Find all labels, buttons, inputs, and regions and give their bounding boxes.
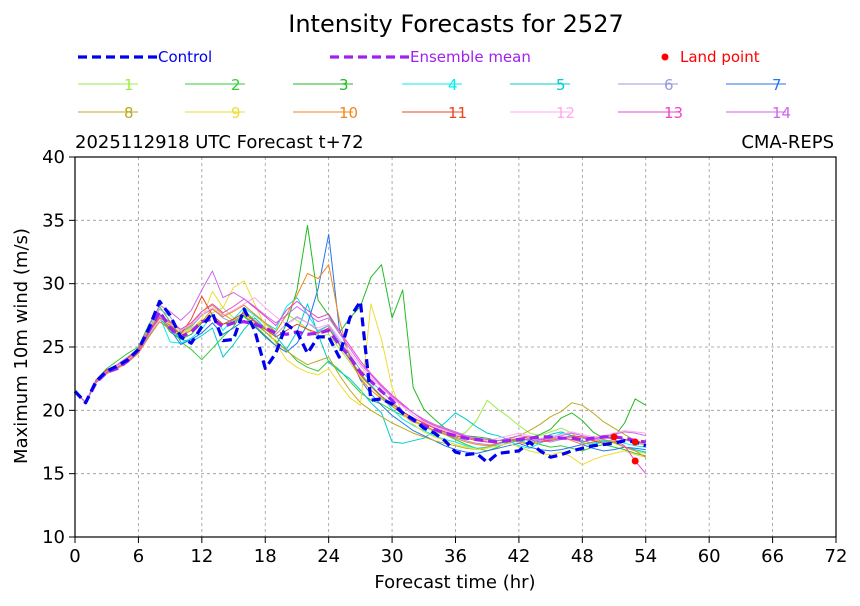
x-tick-label: 12 (190, 546, 213, 567)
legend-member-label-6: 6 (664, 76, 674, 94)
legend-member-label-12: 12 (556, 104, 575, 122)
y-tick-label: 40 (42, 147, 65, 168)
ensemble-mean-line (73, 309, 646, 444)
legend-land-label: Land point (680, 48, 760, 66)
y-tick-label: 20 (42, 400, 65, 421)
y-tick-label: 30 (42, 274, 65, 295)
forecast-info-label: 2025112918 UTC Forecast t+72 (75, 132, 364, 153)
x-tick-label: 30 (381, 546, 404, 567)
legend-member-label-13: 13 (664, 104, 683, 122)
land-point-marker (631, 438, 639, 446)
x-tick-label: 18 (254, 546, 277, 567)
legend-land-marker (661, 53, 669, 61)
legend-member-label-9: 9 (231, 104, 241, 122)
y-tick-label: 15 (42, 464, 65, 485)
grid (75, 157, 836, 537)
axes: 0 6 12 18 24 30 36 42 48 54 60 66 72 10 15 20 25 30 35 40 (42, 147, 847, 567)
legend-control-label: Control (158, 48, 212, 66)
x-tick-label: 54 (634, 546, 657, 567)
legend-member-label-10: 10 (339, 104, 358, 122)
x-tick-label: 42 (507, 546, 530, 567)
y-tick-label: 35 (42, 210, 65, 231)
x-tick-label: 72 (825, 546, 848, 567)
legend-member-label-2: 2 (231, 76, 241, 94)
x-tick-label: 66 (761, 546, 784, 567)
x-tick-label: 60 (698, 546, 721, 567)
y-tick-label: 10 (42, 527, 65, 548)
legend-member-label-5: 5 (556, 76, 566, 94)
x-tick-label: 48 (571, 546, 594, 567)
x-tick-label: 6 (133, 546, 144, 567)
land-point-marker (610, 433, 618, 441)
legend-member-label-14: 14 (772, 104, 791, 122)
chart-title: Intensity Forecasts for 2527 (288, 10, 623, 38)
y-axis-label: Maximum 10m wind (m/s) (11, 228, 32, 464)
legend-member-label-8: 8 (124, 104, 134, 122)
x-axis-label: Forecast time (hr) (374, 572, 535, 593)
land-point-marker (631, 457, 639, 465)
legend-member-label-4: 4 (448, 76, 458, 94)
legend-member-label-11: 11 (448, 104, 467, 122)
y-tick-label: 25 (42, 337, 65, 358)
legend-member-label-7: 7 (772, 76, 782, 94)
legend-member-label-1: 1 (124, 76, 134, 94)
legend-mean-label: Ensemble mean (410, 48, 531, 66)
control-line (73, 299, 647, 464)
member-line-13 (74, 298, 647, 475)
x-tick-label: 0 (69, 546, 80, 567)
series-layer (73, 224, 647, 475)
legend-member-label-3: 3 (339, 76, 349, 94)
x-tick-label: 36 (444, 546, 467, 567)
x-tick-label: 24 (317, 546, 340, 567)
model-name-label: CMA-REPS (741, 132, 834, 153)
